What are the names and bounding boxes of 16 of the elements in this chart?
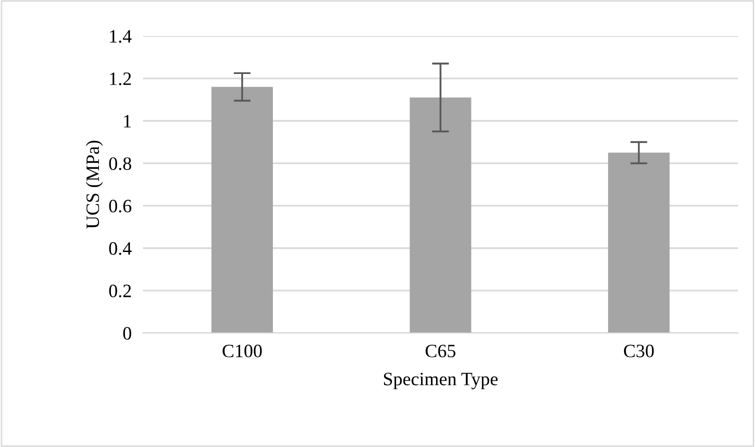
y-tick-label: 1 [124,114,131,128]
bar [410,98,472,333]
y-axis-title: UCS (MPa) [86,140,103,229]
y-tick-label: 0.2 [109,284,131,298]
bar [211,86,273,333]
y-tick-label: 0.4 [109,242,132,255]
y-tick-label: 0.6 [109,200,132,212]
x-tick-label: C65 [426,344,456,358]
y-tick-label: 1.2 [110,72,131,86]
x-tick-label: C30 [624,344,654,358]
x-axis-title: Specimen Type [384,372,498,390]
bar [608,152,670,333]
y-tick-label: 1.4 [110,30,132,43]
y-tick-label: 0 [123,327,132,340]
x-tick-label: C100 [222,344,262,358]
y-tick-label: 0.8 [109,157,132,170]
